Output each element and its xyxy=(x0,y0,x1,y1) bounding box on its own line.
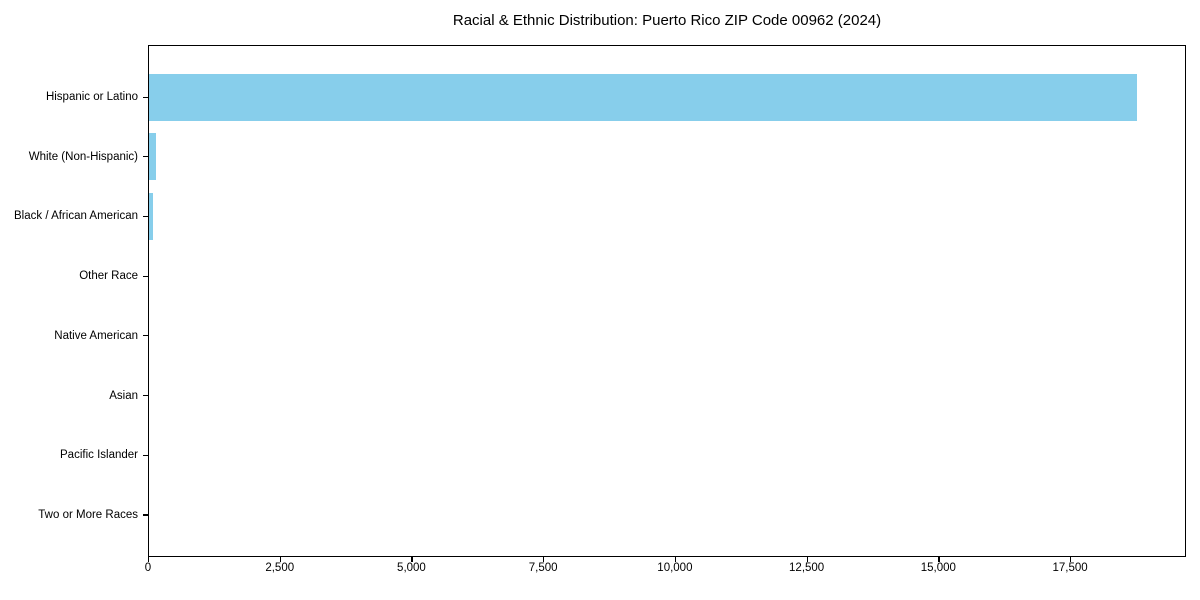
x-axis-tick xyxy=(279,557,281,562)
x-axis-tick-label: 17,500 xyxy=(1052,562,1088,574)
y-axis-label: Black / African American xyxy=(14,210,138,223)
y-axis-tick xyxy=(143,96,148,98)
x-axis-tick xyxy=(148,557,150,562)
y-axis-tick xyxy=(143,275,148,277)
y-axis-tick xyxy=(143,395,148,397)
x-axis-tick xyxy=(411,557,413,562)
y-axis-tick xyxy=(143,454,148,456)
x-axis-tick xyxy=(674,557,677,562)
bar xyxy=(149,192,153,240)
y-axis-label: Hispanic or Latino xyxy=(45,91,138,103)
x-axis-tick-label: 5,000 xyxy=(397,562,426,574)
y-axis-label: Two or More Races xyxy=(38,508,138,521)
plot-area xyxy=(148,45,1186,557)
x-axis-tick xyxy=(806,557,808,562)
y-axis-tick xyxy=(143,514,148,516)
y-axis-label: White (Non-Hispanic) xyxy=(28,150,138,163)
x-axis-tick-label: 12,500 xyxy=(789,562,825,574)
y-axis-label: Native American xyxy=(54,329,138,342)
y-axis-label: Other Race xyxy=(79,270,138,283)
bar xyxy=(149,73,1137,121)
y-axis-tick xyxy=(143,156,148,158)
bar xyxy=(149,133,156,181)
x-axis-tick-label: 7,500 xyxy=(528,562,558,574)
y-axis-tick xyxy=(143,335,148,337)
y-axis-label: Asian xyxy=(109,389,138,402)
x-axis-tick xyxy=(938,557,940,562)
y-axis-label: Pacific Islander xyxy=(60,449,138,462)
y-axis-tick xyxy=(143,215,148,218)
x-axis-tick-label: 2,500 xyxy=(265,562,295,574)
x-axis-tick-label: 15,000 xyxy=(920,562,956,574)
x-axis-tick-label: 0 xyxy=(144,562,152,574)
x-axis-tick xyxy=(543,557,545,562)
x-axis-tick xyxy=(1070,557,1072,562)
x-axis-tick-label: 10,000 xyxy=(657,562,693,574)
chart-title: Racial & Ethnic Distribution: Puerto Ric… xyxy=(452,12,882,29)
